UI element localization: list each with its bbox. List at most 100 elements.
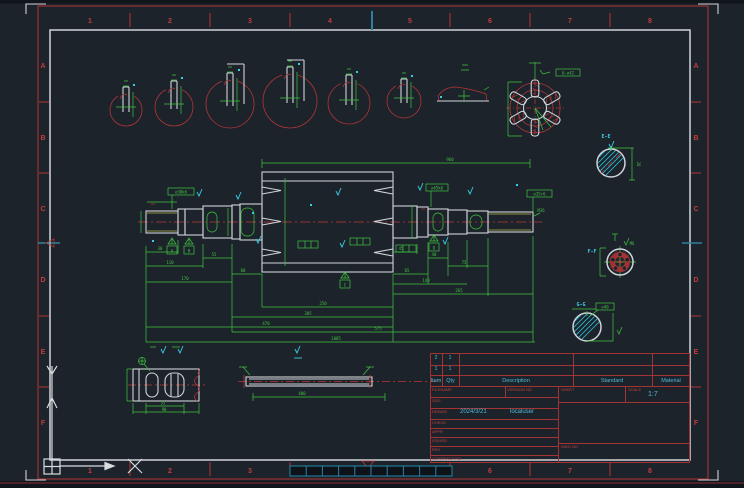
scale-bar	[289, 465, 453, 477]
drawn-date: 2024/3/21	[460, 409, 487, 415]
svg-text:60: 60	[241, 268, 246, 273]
header-qty: Qty	[446, 378, 455, 384]
header-standard: Standard	[600, 378, 624, 384]
roughness-marks	[151, 140, 615, 355]
svg-text:55: 55	[212, 252, 217, 257]
grid-line	[558, 402, 690, 403]
label-contract-no: CONTRACT NO	[432, 456, 462, 461]
grid-line	[459, 353, 460, 386]
label-scale: SCALE	[628, 387, 642, 392]
grid-line	[430, 365, 690, 366]
top-edge-strip	[0, 0, 744, 4]
header-material: Material	[661, 378, 681, 384]
grid-line	[430, 353, 690, 354]
keyway-section-views	[109, 59, 490, 129]
zone-row: A	[40, 63, 45, 70]
left-center-arrow	[45, 238, 55, 248]
grid-line	[689, 386, 690, 463]
zone-row: F	[694, 420, 699, 427]
label-filename: FILENAME	[432, 387, 453, 392]
zone-col: 1	[88, 18, 92, 25]
spline-callout-frame	[555, 68, 581, 77]
svg-text:⌀35r6: ⌀35r6	[533, 192, 546, 197]
zone-col: 5	[408, 18, 412, 25]
datum-flags: A B C D	[166, 234, 440, 289]
svg-text:D: D	[433, 246, 436, 251]
key-detail-view: 400	[238, 357, 437, 401]
dim-text: ⌀40	[601, 305, 609, 310]
parts-qty: 1	[448, 366, 452, 372]
zone-row: E	[41, 349, 46, 356]
grid-line	[430, 419, 558, 420]
zone-row: C	[40, 206, 45, 213]
svg-text:305: 305	[304, 311, 312, 316]
label-version-no: VERSION NO	[507, 387, 533, 392]
grid-line	[442, 353, 443, 386]
zone-col: 8	[648, 18, 652, 25]
gg-callout-frame	[595, 302, 615, 311]
section-f: M6 F-F	[587, 233, 636, 278]
svg-text:575: 575	[374, 326, 382, 331]
grid-line	[689, 353, 690, 386]
header-description: Description	[502, 378, 530, 384]
grid-line	[430, 462, 690, 463]
svg-text:960: 960	[446, 157, 454, 162]
svg-text:⌀30k6: ⌀30k6	[175, 190, 188, 195]
spline-section-view: 6-⌀42	[506, 62, 581, 137]
svg-text:90: 90	[162, 407, 167, 412]
svg-text:110: 110	[166, 260, 174, 265]
shaft-end-detail-view: 55 90	[126, 346, 208, 414]
zone-col: 8	[648, 468, 652, 475]
zone-row: E	[694, 349, 699, 356]
section-label-f: F-F	[587, 249, 596, 255]
zone-col: 3	[248, 18, 252, 25]
drawn-author: localuser	[510, 409, 535, 415]
grid-line	[430, 397, 558, 398]
label-check: CHECK	[432, 420, 447, 425]
scale-value: 1:7	[648, 391, 658, 398]
svg-text:1085: 1085	[331, 336, 341, 341]
label-size: SIZE	[432, 398, 441, 403]
grid-line	[430, 386, 690, 387]
zone-col: 7	[568, 18, 572, 25]
svg-text:C: C	[344, 283, 347, 288]
label-drawn: DRAWN	[432, 409, 447, 414]
svg-text:65: 65	[405, 268, 410, 273]
grid-line	[430, 428, 558, 429]
zone-row: D	[693, 277, 698, 284]
grid-line	[430, 437, 558, 438]
parts-item: 1	[434, 366, 438, 372]
zone-col: 4	[328, 18, 332, 25]
grid-line	[558, 443, 690, 444]
dim-text: M6	[630, 241, 635, 246]
grid-line	[430, 353, 431, 386]
zone-row: F	[41, 420, 46, 427]
gdt-frames	[297, 237, 417, 253]
dim-text: 28	[636, 162, 641, 167]
grid-line	[505, 386, 506, 397]
label-sheet: SHEET	[561, 387, 575, 392]
grid-line	[430, 455, 558, 456]
title-block: 2 1 1 1 Item Qty Description Standard Ma…	[430, 353, 690, 463]
label-rev: REV	[432, 447, 441, 452]
zone-col: 2	[168, 18, 172, 25]
bottom-edge-strip	[0, 481, 744, 488]
svg-text:55: 55	[161, 401, 166, 406]
grid-line	[430, 386, 431, 463]
label-appr: APPR	[432, 429, 443, 434]
bottom-center-arrow	[361, 460, 375, 469]
section-label-e: E-E	[601, 134, 610, 140]
svg-text:45: 45	[399, 246, 404, 251]
parts-qty: 1	[448, 355, 452, 361]
svg-text:170: 170	[181, 276, 189, 281]
section-label-g: G-G	[576, 302, 585, 308]
grid-line	[430, 446, 558, 447]
zone-col: 1	[88, 468, 92, 475]
zone-row: B	[40, 135, 45, 142]
label-issued: ISSUED	[432, 438, 447, 443]
grid-line	[558, 386, 559, 463]
main-shaft-view	[138, 171, 542, 273]
zone-row: A	[693, 63, 698, 70]
